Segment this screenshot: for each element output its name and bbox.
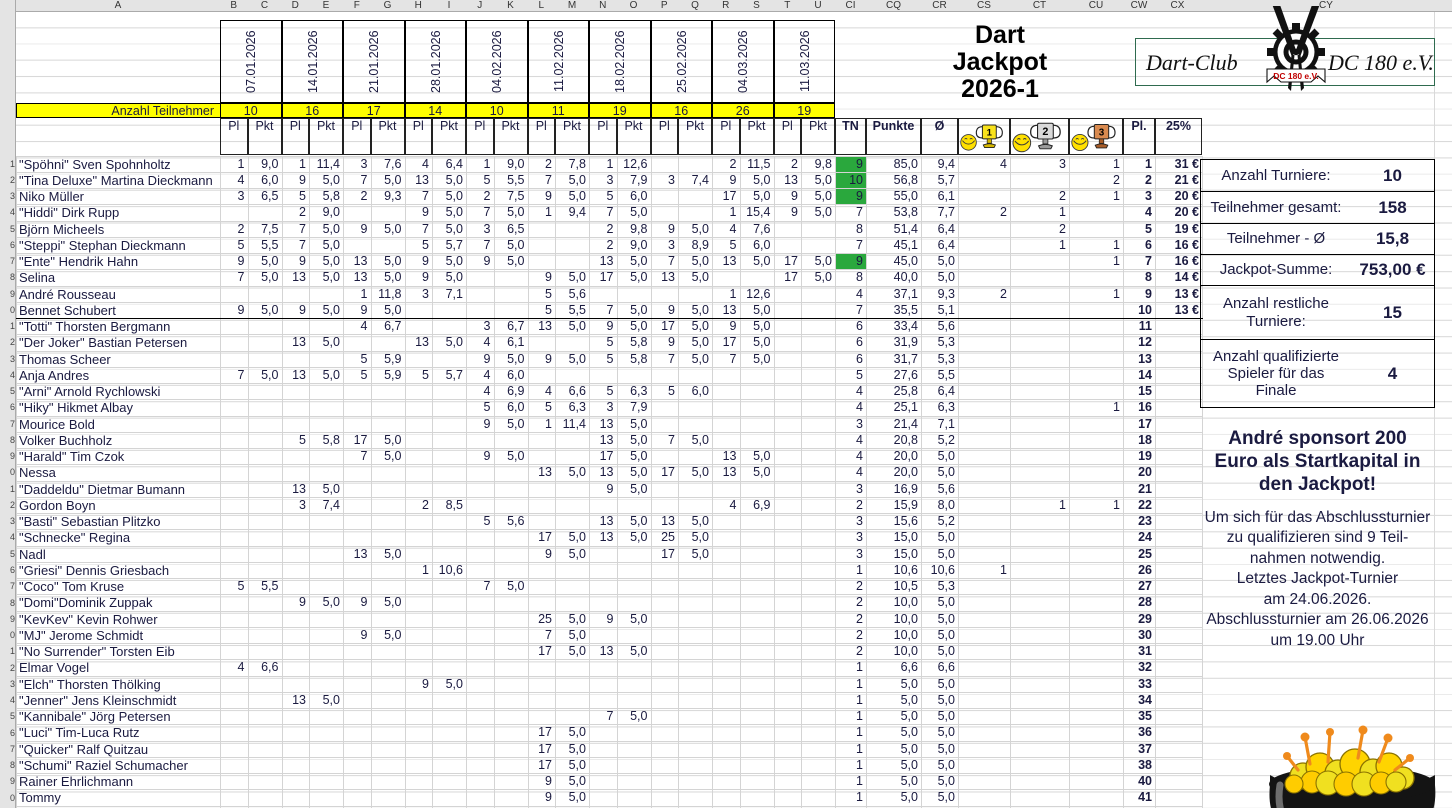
svg-text:2: 2: [1042, 126, 1048, 138]
svg-text:1: 1: [987, 127, 993, 138]
svg-text:3: 3: [1099, 127, 1105, 138]
svg-text:DC 180 e.V.: DC 180 e.V.: [1273, 71, 1319, 81]
